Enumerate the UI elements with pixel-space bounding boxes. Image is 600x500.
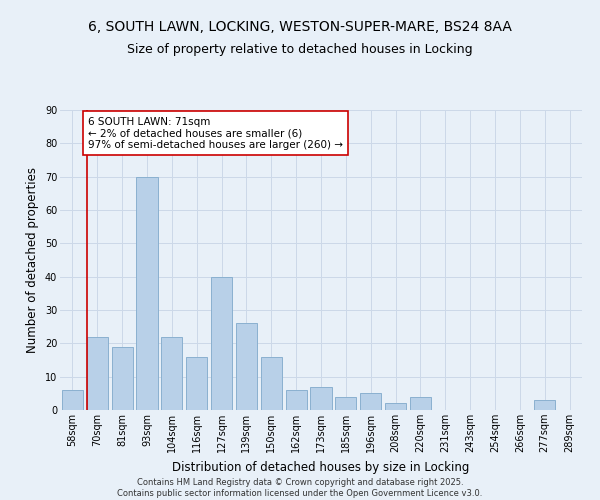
Bar [261, 356, 282, 410]
Y-axis label: Number of detached properties: Number of detached properties [26, 167, 39, 353]
Bar [286, 390, 307, 410]
Bar [161, 336, 182, 410]
Bar [534, 400, 555, 410]
Bar [335, 396, 356, 410]
Bar [310, 386, 332, 410]
Bar [87, 336, 108, 410]
Text: Size of property relative to detached houses in Locking: Size of property relative to detached ho… [127, 42, 473, 56]
Bar [385, 404, 406, 410]
Bar [136, 176, 158, 410]
Bar [112, 346, 133, 410]
Bar [62, 390, 83, 410]
X-axis label: Distribution of detached houses by size in Locking: Distribution of detached houses by size … [172, 460, 470, 473]
Bar [360, 394, 381, 410]
Bar [410, 396, 431, 410]
Text: 6 SOUTH LAWN: 71sqm
← 2% of detached houses are smaller (6)
97% of semi-detached: 6 SOUTH LAWN: 71sqm ← 2% of detached hou… [88, 116, 343, 150]
Bar [236, 324, 257, 410]
Bar [186, 356, 207, 410]
Bar [211, 276, 232, 410]
Text: 6, SOUTH LAWN, LOCKING, WESTON-SUPER-MARE, BS24 8AA: 6, SOUTH LAWN, LOCKING, WESTON-SUPER-MAR… [88, 20, 512, 34]
Text: Contains HM Land Registry data © Crown copyright and database right 2025.
Contai: Contains HM Land Registry data © Crown c… [118, 478, 482, 498]
